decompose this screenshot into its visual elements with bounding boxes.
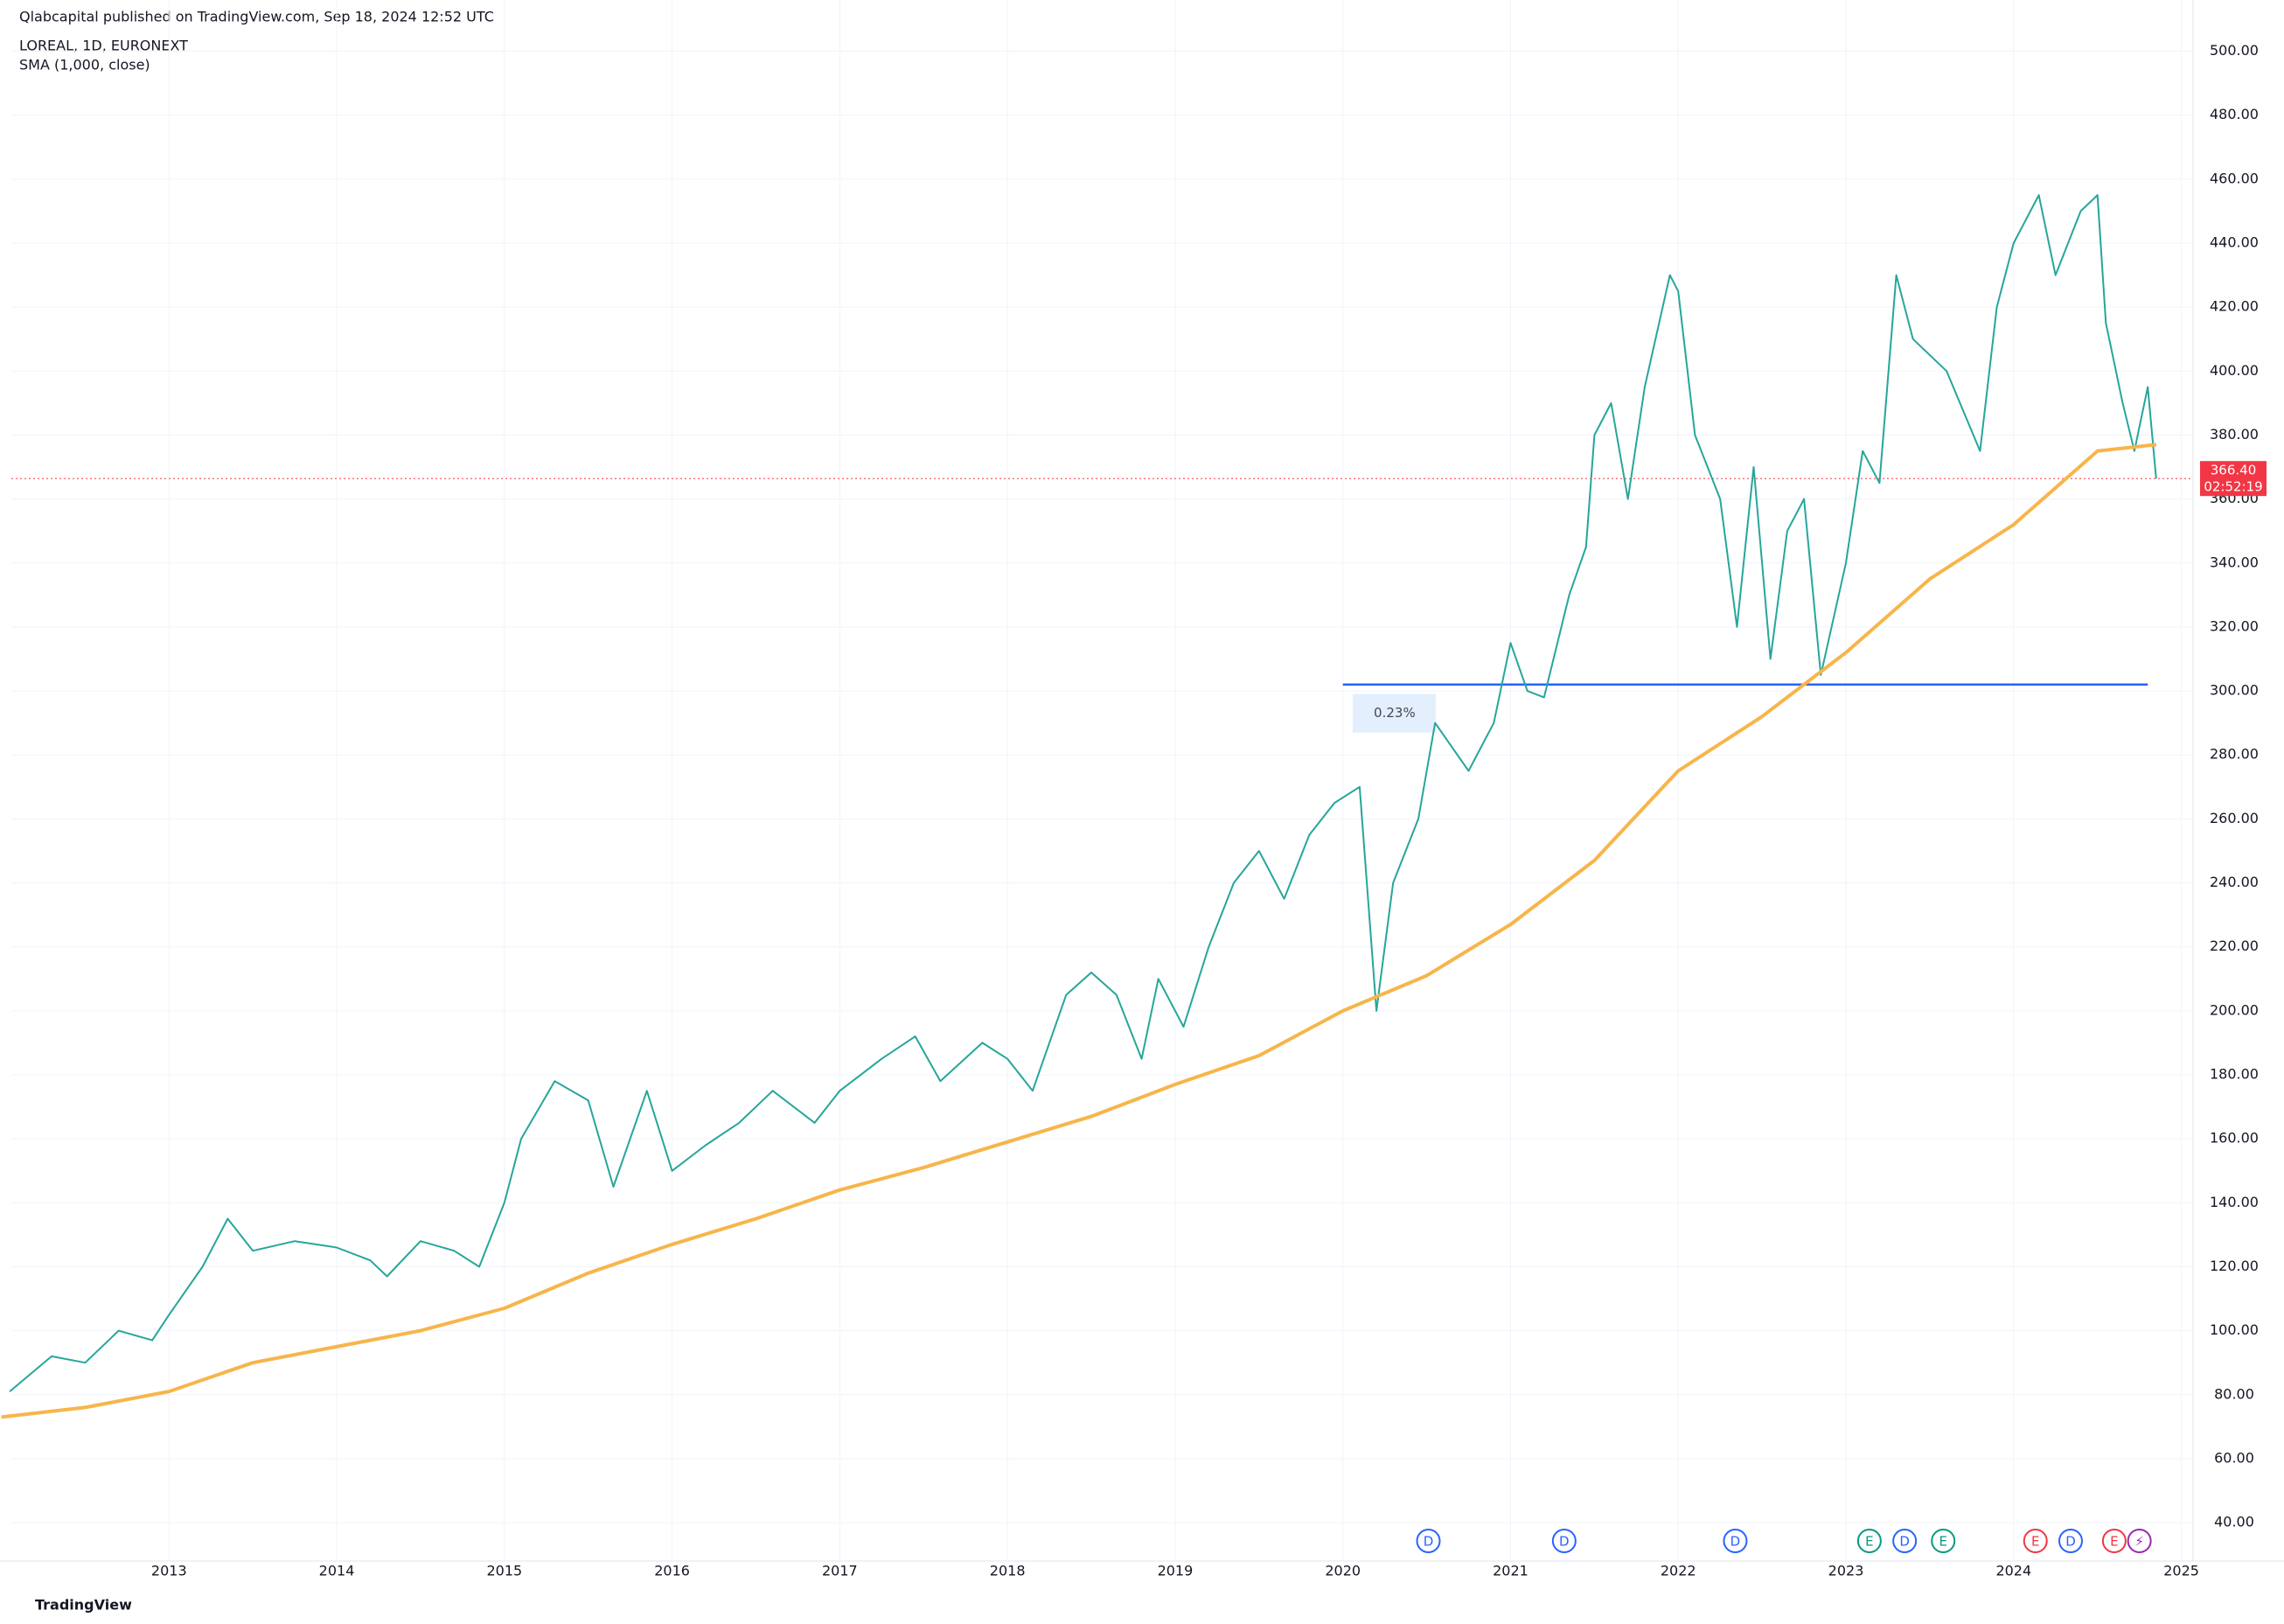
y-tick-label: 400.00 [2210, 362, 2259, 379]
event-label: E [1939, 1534, 1947, 1550]
measure-label: 0.23% [1374, 705, 1416, 721]
brand: TradingView [35, 1597, 132, 1614]
x-tick-label: 2017 [822, 1563, 858, 1579]
event-label: ⚡ [2134, 1534, 2144, 1550]
event-badge [2058, 1529, 2084, 1553]
y-tick-label: 40.00 [2214, 1514, 2254, 1530]
event-label: D [1730, 1534, 1741, 1550]
y-tick-label: 280.00 [2210, 746, 2259, 763]
event-label: D [1424, 1534, 1434, 1550]
x-tick-label: 2022 [1661, 1563, 1696, 1579]
y-tick-label: 500.00 [2210, 42, 2259, 59]
y-tick-label: 180.00 [2210, 1066, 2259, 1083]
event-label: D [1559, 1534, 1570, 1550]
indicator: SMA (1,000, close) [19, 57, 150, 73]
series-line [9, 194, 2157, 1392]
event-badge [1723, 1529, 1748, 1553]
measure-box [1352, 694, 1436, 733]
series-line [1, 443, 2157, 1419]
y-tick-label: 120.00 [2210, 1258, 2259, 1274]
y-tick-label: 200.00 [2210, 1001, 2259, 1018]
x-tick-label: 2020 [1325, 1563, 1361, 1579]
y-tick-label: 260.00 [2210, 810, 2259, 826]
event-badge [1931, 1529, 1956, 1553]
event-label: D [2065, 1534, 2076, 1550]
x-tick-label: 2019 [1158, 1563, 1194, 1579]
event-badge [2127, 1529, 2152, 1553]
x-tick-label: 2016 [654, 1563, 690, 1579]
x-tick-label: 2015 [486, 1563, 522, 1579]
y-tick-label: 340.00 [2210, 554, 2259, 570]
y-tick-label: 320.00 [2210, 617, 2259, 634]
y-tick-label: 100.00 [2210, 1321, 2259, 1338]
published: Qlabcapital published on TradingView.com… [19, 9, 494, 25]
y-tick-label: 440.00 [2210, 233, 2259, 250]
event-badge [1892, 1529, 1918, 1553]
y-tick-label: 460.00 [2210, 170, 2259, 186]
event-label: E [2110, 1534, 2118, 1550]
event-label: D [1899, 1534, 1910, 1550]
event-badge [1551, 1529, 1577, 1553]
y-tick-label: 480.00 [2210, 106, 2259, 122]
y-tick-label: 160.00 [2210, 1130, 2259, 1147]
last-price-box [2200, 461, 2267, 497]
y-tick-label: 420.00 [2210, 298, 2259, 315]
last-price-label: 366.40 [2211, 463, 2257, 478]
countdown: 02:52:19 [2204, 479, 2262, 495]
y-tick-label: 140.00 [2210, 1194, 2259, 1210]
x-tick-label: 2024 [1995, 1563, 2031, 1579]
x-tick-label: 2018 [990, 1563, 1026, 1579]
event-badge [1856, 1529, 1882, 1553]
symbol: LOREAL, 1D, EURONEXT [19, 38, 188, 54]
y-tick-label: 300.00 [2210, 682, 2259, 699]
event-badge [1416, 1529, 1441, 1553]
event-badge [2023, 1529, 2048, 1553]
event-label: E [2031, 1534, 2039, 1550]
y-tick-label: 60.00 [2214, 1449, 2254, 1466]
y-tick-label: 380.00 [2210, 426, 2259, 443]
x-tick-label: 2023 [1828, 1563, 1864, 1579]
x-tick-label: 2014 [319, 1563, 355, 1579]
x-tick-label: 2025 [2163, 1563, 2199, 1579]
event-badge [2101, 1529, 2127, 1553]
y-tick-label: 220.00 [2210, 937, 2259, 954]
x-tick-label: 2013 [151, 1563, 187, 1579]
x-tick-label: 2021 [1493, 1563, 1528, 1579]
event-label: E [1865, 1534, 1873, 1550]
y-tick-label: 240.00 [2210, 874, 2259, 890]
y-tick-label: 80.00 [2214, 1385, 2254, 1402]
